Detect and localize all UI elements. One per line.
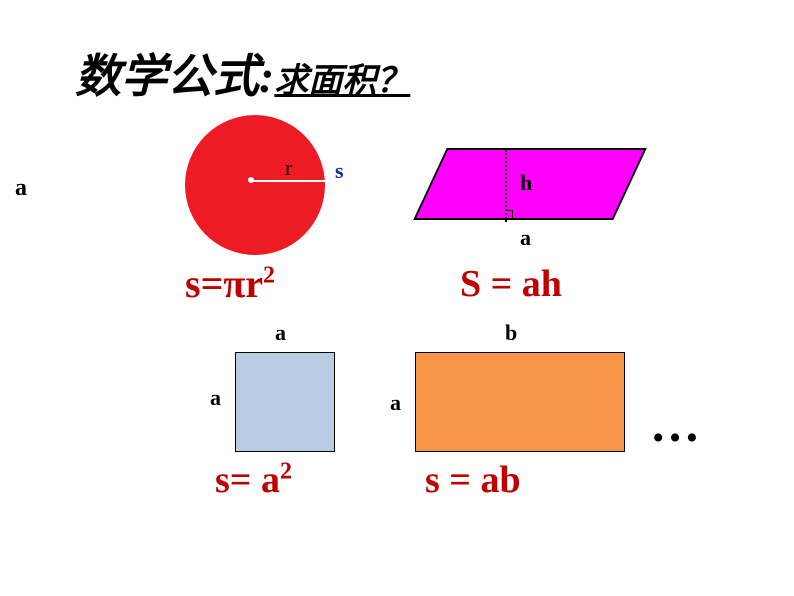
circle-formula: s=πr2 xyxy=(185,260,275,307)
rectangle-a-label: a xyxy=(390,390,401,416)
parallelogram-h-label: h xyxy=(520,170,532,196)
circle-shape xyxy=(185,115,325,255)
parallelogram-formula: S = ah xyxy=(460,262,562,306)
rectangle-b-label: b xyxy=(505,320,517,346)
parallelogram-right-angle xyxy=(505,210,513,218)
square-shape xyxy=(235,352,335,452)
square-formula-text: s= a xyxy=(215,459,280,501)
page-title: 数学公式:求面积？ xyxy=(75,40,410,106)
title-main: 数学公式: xyxy=(75,51,274,102)
square-a-left-label: a xyxy=(210,385,221,411)
ellipsis-dots: … xyxy=(650,395,704,453)
circle-formula-sup: 2 xyxy=(263,263,275,289)
rectangle-formula: s = ab xyxy=(425,458,521,502)
square-a-top-label: a xyxy=(275,320,286,346)
circle-r-label: r xyxy=(285,155,292,181)
parallelogram-a-label: a xyxy=(520,225,531,251)
circle-s-label: s xyxy=(335,158,344,184)
left-a-label: a xyxy=(15,175,27,202)
title-sub: 求面积？ xyxy=(274,63,410,100)
rectangle-shape xyxy=(415,352,625,452)
square-formula-sup: 2 xyxy=(280,458,292,484)
square-formula: s= a2 xyxy=(215,458,292,502)
circle-center xyxy=(248,177,254,183)
circle-formula-text: s=πr xyxy=(185,261,263,306)
